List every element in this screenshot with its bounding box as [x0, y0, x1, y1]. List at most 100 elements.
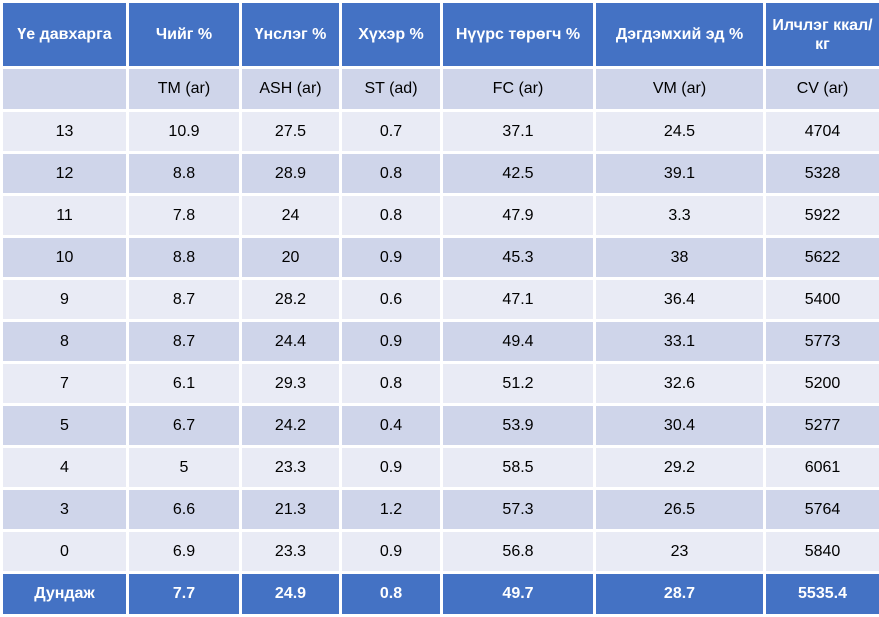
table-cell: 23.3 [241, 447, 341, 489]
table-cell: 37.1 [442, 111, 595, 153]
table-row: 12 8.8 28.9 0.8 42.5 39.1 5328 [2, 153, 879, 195]
table-cell: 8.8 [128, 153, 241, 195]
table-body: TM (ar) ASH (ar) ST (ad) FC (ar) VM (ar)… [2, 68, 879, 616]
table-cell: 27.5 [241, 111, 341, 153]
table-cell: 5200 [765, 363, 879, 405]
table-cell: 47.1 [442, 279, 595, 321]
table-cell: 58.5 [442, 447, 595, 489]
table-cell: 32.6 [595, 363, 765, 405]
table-cell: 38 [595, 237, 765, 279]
table-cell: 0.9 [341, 321, 442, 363]
table-cell: 13 [2, 111, 128, 153]
table-cell: 0.4 [341, 405, 442, 447]
table-cell: 28.9 [241, 153, 341, 195]
table-row: 0 6.9 23.3 0.9 56.8 23 5840 [2, 531, 879, 573]
table-cell: 5400 [765, 279, 879, 321]
table-row: 10 8.8 20 0.9 45.3 38 5622 [2, 237, 879, 279]
table-cell: 0.9 [341, 447, 442, 489]
table-cell: 23.3 [241, 531, 341, 573]
table-cell: 6.6 [128, 489, 241, 531]
unit-cell: FC (ar) [442, 68, 595, 111]
table-cell: 57.3 [442, 489, 595, 531]
table-cell: 5622 [765, 237, 879, 279]
table-cell: 36.4 [595, 279, 765, 321]
table-cell: 9 [2, 279, 128, 321]
average-cell: 24.9 [241, 573, 341, 616]
header-row: Үе давхарга Чийг % Үнслэг % Хүхэр % Нүүр… [2, 2, 879, 68]
units-row: TM (ar) ASH (ar) ST (ad) FC (ar) VM (ar)… [2, 68, 879, 111]
table-cell: 29.2 [595, 447, 765, 489]
table-cell: 21.3 [241, 489, 341, 531]
table-cell: 0 [2, 531, 128, 573]
table-cell: 5922 [765, 195, 879, 237]
table-row: 9 8.7 28.2 0.6 47.1 36.4 5400 [2, 279, 879, 321]
unit-cell: ST (ad) [341, 68, 442, 111]
table-cell: 10.9 [128, 111, 241, 153]
table-row: 4 5 23.3 0.9 58.5 29.2 6061 [2, 447, 879, 489]
average-label: Дундаж [2, 573, 128, 616]
table-cell: 24.2 [241, 405, 341, 447]
table-cell: 5 [2, 405, 128, 447]
table-cell: 5277 [765, 405, 879, 447]
table-cell: 6061 [765, 447, 879, 489]
table-cell: 0.8 [341, 153, 442, 195]
average-cell: 0.8 [341, 573, 442, 616]
table-cell: 4704 [765, 111, 879, 153]
table-cell: 6.7 [128, 405, 241, 447]
table-cell: 12 [2, 153, 128, 195]
table-cell: 24.5 [595, 111, 765, 153]
table-cell: 0.8 [341, 195, 442, 237]
table-cell: 1.2 [341, 489, 442, 531]
average-cell: 5535.4 [765, 573, 879, 616]
table-cell: 3.3 [595, 195, 765, 237]
table-cell: 5840 [765, 531, 879, 573]
table-cell: 49.4 [442, 321, 595, 363]
table-row: 8 8.7 24.4 0.9 49.4 33.1 5773 [2, 321, 879, 363]
header-cell-volatile-matter: Дэгдэмхий эд % [595, 2, 765, 68]
average-cell: 28.7 [595, 573, 765, 616]
table-cell: 3 [2, 489, 128, 531]
table-row: 3 6.6 21.3 1.2 57.3 26.5 5764 [2, 489, 879, 531]
table-cell: 30.4 [595, 405, 765, 447]
table-cell: 28.2 [241, 279, 341, 321]
table-cell: 45.3 [442, 237, 595, 279]
table-row: 13 10.9 27.5 0.7 37.1 24.5 4704 [2, 111, 879, 153]
unit-cell [2, 68, 128, 111]
table-cell: 11 [2, 195, 128, 237]
table-cell: 0.7 [341, 111, 442, 153]
average-row: Дундаж 7.7 24.9 0.8 49.7 28.7 5535.4 [2, 573, 879, 616]
unit-cell: CV (ar) [765, 68, 879, 111]
table-cell: 0.9 [341, 237, 442, 279]
table-cell: 29.3 [241, 363, 341, 405]
table-cell: 6.1 [128, 363, 241, 405]
table-cell: 8 [2, 321, 128, 363]
table-row: 5 6.7 24.2 0.4 53.9 30.4 5277 [2, 405, 879, 447]
header-cell-fixed-carbon: Нүүрс төрөгч % [442, 2, 595, 68]
header-cell-sulfur: Хүхэр % [341, 2, 442, 68]
table-cell: 8.8 [128, 237, 241, 279]
table-cell: 8.7 [128, 321, 241, 363]
table-cell: 42.5 [442, 153, 595, 195]
table-cell: 5328 [765, 153, 879, 195]
table-cell: 24 [241, 195, 341, 237]
table-cell: 7 [2, 363, 128, 405]
table-row: 7 6.1 29.3 0.8 51.2 32.6 5200 [2, 363, 879, 405]
table-cell: 5 [128, 447, 241, 489]
unit-cell: ASH (ar) [241, 68, 341, 111]
unit-cell: VM (ar) [595, 68, 765, 111]
table-cell: 6.9 [128, 531, 241, 573]
table-cell: 0.6 [341, 279, 442, 321]
header-cell-ash: Үнслэг % [241, 2, 341, 68]
table-cell: 10 [2, 237, 128, 279]
table-cell: 7.8 [128, 195, 241, 237]
table-cell: 53.9 [442, 405, 595, 447]
table-cell: 5773 [765, 321, 879, 363]
table-cell: 23 [595, 531, 765, 573]
table-cell: 33.1 [595, 321, 765, 363]
average-cell: 49.7 [442, 573, 595, 616]
table-cell: 26.5 [595, 489, 765, 531]
average-cell: 7.7 [128, 573, 241, 616]
table-cell: 4 [2, 447, 128, 489]
unit-cell: TM (ar) [128, 68, 241, 111]
